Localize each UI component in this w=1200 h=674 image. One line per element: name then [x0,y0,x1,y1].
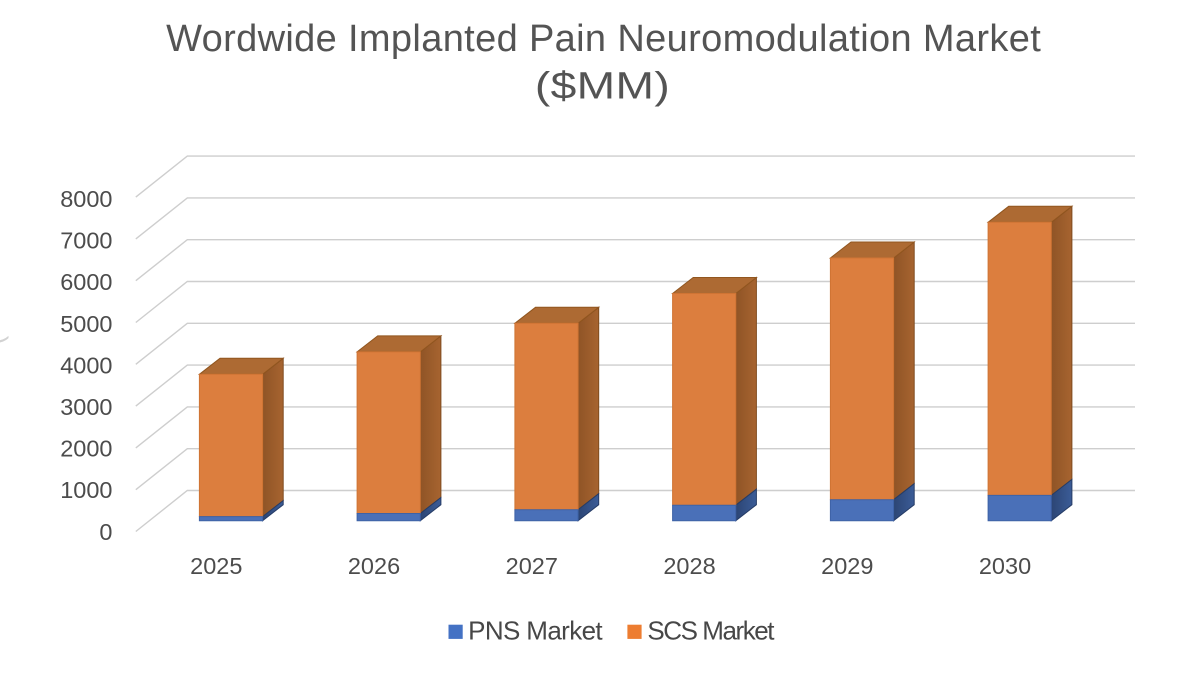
svg-text:PNS Market: PNS Market [468,616,603,646]
svg-text:4000: 4000 [60,352,112,378]
svg-text:1000: 1000 [60,477,112,503]
svg-text:2000: 2000 [60,436,112,462]
svg-text:2030: 2030 [979,553,1031,579]
svg-text:SCS Market: SCS Market [647,616,775,646]
svg-text:7000: 7000 [60,228,112,254]
svg-text:2027: 2027 [506,553,558,579]
svg-text:Wordwide Implanted Pain Neurom: Wordwide Implanted Pain Neuromodulation … [166,18,1041,60]
svg-text:2025: 2025 [190,553,242,579]
svg-text:2028: 2028 [663,553,715,579]
svg-text:6000: 6000 [60,269,112,295]
svg-text:2029: 2029 [821,553,873,579]
svg-text:3000: 3000 [60,394,112,420]
svg-text:($MM): ($MM) [535,65,670,107]
svg-text:(: ( [0,335,9,344]
svg-text:0: 0 [99,519,112,545]
svg-text:2026: 2026 [348,553,400,579]
svg-text:5000: 5000 [60,311,112,337]
svg-text:8000: 8000 [60,186,112,212]
